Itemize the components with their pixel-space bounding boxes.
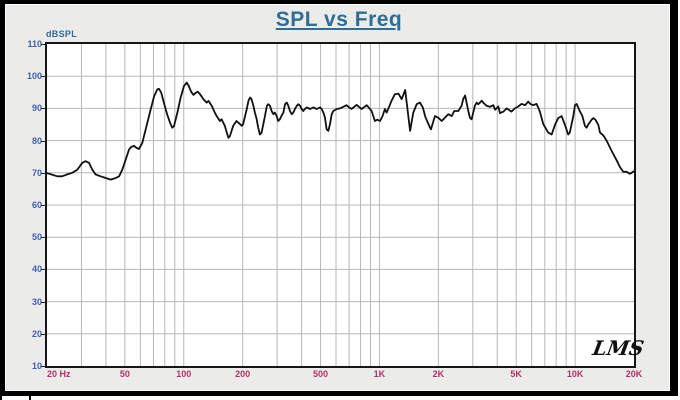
y-tick-label: 60 <box>31 200 42 210</box>
x-tick-label: 1K <box>373 369 386 379</box>
y-tick-mark <box>41 140 45 142</box>
y-tick-mark <box>41 205 45 206</box>
y-tick-mark <box>41 44 45 45</box>
y-tick-mark <box>41 366 45 367</box>
y-tick-label: 10 <box>31 361 42 371</box>
table-row-sliver <box>2 396 680 400</box>
y-tick-label: 100 <box>26 71 42 82</box>
y-tick-mark <box>41 237 45 239</box>
chart-title: SPL vs Freq <box>275 8 403 31</box>
y-tick-mark <box>41 301 45 303</box>
y-axis-unit-label: dBSPL <box>46 29 78 39</box>
y-tick-label: 90 <box>31 103 42 114</box>
x-tick-label: 5K <box>510 369 522 379</box>
spl-curve <box>47 81 634 181</box>
y-tick-mark <box>41 269 45 271</box>
x-tick-label: 200 <box>235 369 251 379</box>
x-tick-label: 500 <box>313 369 329 379</box>
y-tick-mark <box>41 172 45 174</box>
x-tick-label: 10K <box>566 369 584 379</box>
spl-frequency-response-plot <box>47 44 634 366</box>
y-tick-label: 110 <box>27 39 42 49</box>
y-tick-label: 40 <box>31 264 42 275</box>
y-tick-label: 50 <box>31 232 42 243</box>
y-tick-mark <box>41 108 45 110</box>
y-tick-label: 80 <box>31 135 42 146</box>
x-tick-label: 20K <box>625 369 643 379</box>
y-tick-mark <box>41 76 45 78</box>
y-tick-mark <box>41 333 45 335</box>
table-column-divider <box>29 396 31 400</box>
y-tick-label: 70 <box>31 167 42 178</box>
x-tick-label: 100 <box>176 369 192 379</box>
x-tick-label: 2K <box>432 369 445 379</box>
y-tick-label: 20 <box>31 328 42 339</box>
x-tick-label: 50 <box>119 369 130 379</box>
lms-logo: LMS <box>590 336 646 360</box>
y-tick-label: 30 <box>31 296 42 307</box>
x-tick-label: 20 Hz <box>47 369 71 379</box>
plot-area <box>45 42 636 368</box>
